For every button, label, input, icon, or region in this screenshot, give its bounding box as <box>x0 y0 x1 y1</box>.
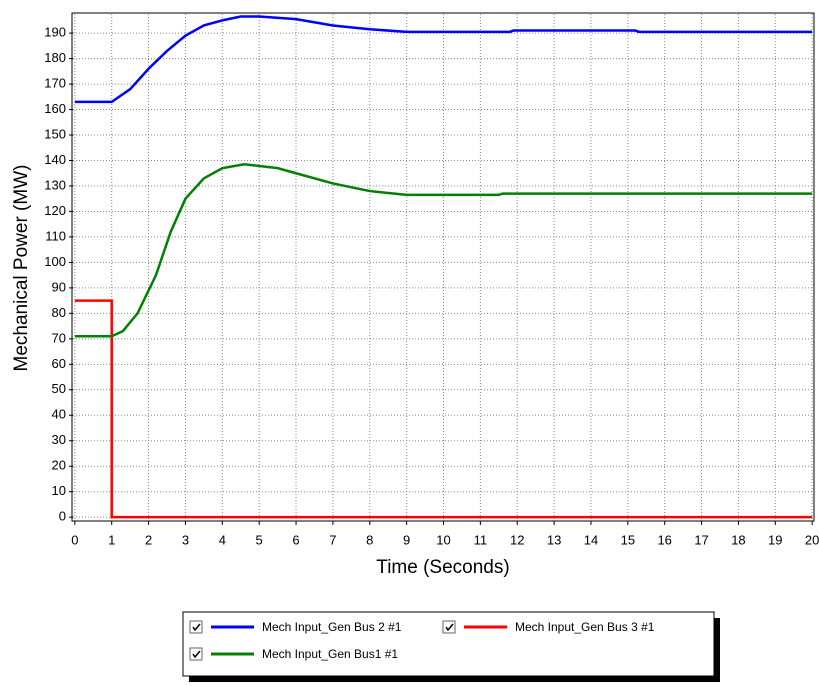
x-tick-label: 6 <box>292 532 299 547</box>
legend-checkbox[interactable] <box>189 620 203 634</box>
y-tick-label: 150 <box>44 126 66 141</box>
y-tick-label: 80 <box>52 305 66 320</box>
x-axis-title: Time (Seconds) <box>376 557 509 578</box>
y-tick-label: 20 <box>52 458 66 473</box>
y-tick-label: 140 <box>44 152 66 167</box>
legend-check <box>192 650 201 659</box>
legend-label: Mech Input_Gen Bus 2 #1 <box>262 620 402 634</box>
x-tick-label: 18 <box>731 532 745 547</box>
x-tick-label: 3 <box>182 532 189 547</box>
y-tick-label: 160 <box>44 101 66 116</box>
y-tick-label: 90 <box>52 279 66 294</box>
series-line <box>74 15 813 104</box>
x-tick-label: 10 <box>436 532 450 547</box>
y-tick-label: 10 <box>52 483 66 498</box>
x-tick-label: 11 <box>474 532 488 547</box>
legend-label: Mech Input_Gen Bus1 #1 <box>262 647 398 661</box>
x-tick-label: 8 <box>366 532 373 547</box>
x-tick-label: 2 <box>145 532 152 547</box>
y-tick-label: 180 <box>44 50 66 65</box>
legend-check <box>192 623 201 632</box>
x-tick-label: 17 <box>694 532 708 547</box>
y-tick-label: 40 <box>52 407 66 422</box>
x-tick-label: 16 <box>657 532 671 547</box>
y-tick-label: 170 <box>44 76 66 91</box>
legend-check <box>445 623 454 632</box>
y-tick-label: 120 <box>44 203 66 218</box>
x-tick-label: 0 <box>71 532 78 547</box>
y-tick-label: 130 <box>44 177 66 192</box>
y-tick-label: 0 <box>59 509 66 524</box>
x-tick-label: 4 <box>219 532 226 547</box>
x-tick-label: 7 <box>329 532 336 547</box>
x-tick-label: 1 <box>108 532 115 547</box>
x-tick-label: 12 <box>510 532 524 547</box>
x-tick-label: 13 <box>547 532 561 547</box>
x-tick-label: 19 <box>768 532 782 547</box>
x-tick-label: 20 <box>805 532 819 547</box>
y-tick-label: 60 <box>52 356 66 371</box>
y-tick-label: 190 <box>44 25 66 40</box>
x-tick-label: 9 <box>403 532 410 547</box>
y-tick-label: 110 <box>45 228 66 243</box>
x-tick-label: 15 <box>621 532 635 547</box>
legend-checkbox[interactable] <box>189 647 203 661</box>
y-tick-label: 100 <box>44 254 66 269</box>
y-axis-title: Mechanical Power (MW) <box>11 165 32 372</box>
y-tick-label: 50 <box>52 381 66 396</box>
series-line <box>74 299 813 519</box>
series-line <box>74 163 813 338</box>
legend-checkbox[interactable] <box>442 620 456 634</box>
y-tick-label: 30 <box>52 432 66 447</box>
legend-label: Mech Input_Gen Bus 3 #1 <box>515 620 655 634</box>
y-tick-label: 70 <box>52 330 66 345</box>
x-tick-label: 5 <box>256 532 263 547</box>
x-tick-label: 14 <box>584 532 598 547</box>
